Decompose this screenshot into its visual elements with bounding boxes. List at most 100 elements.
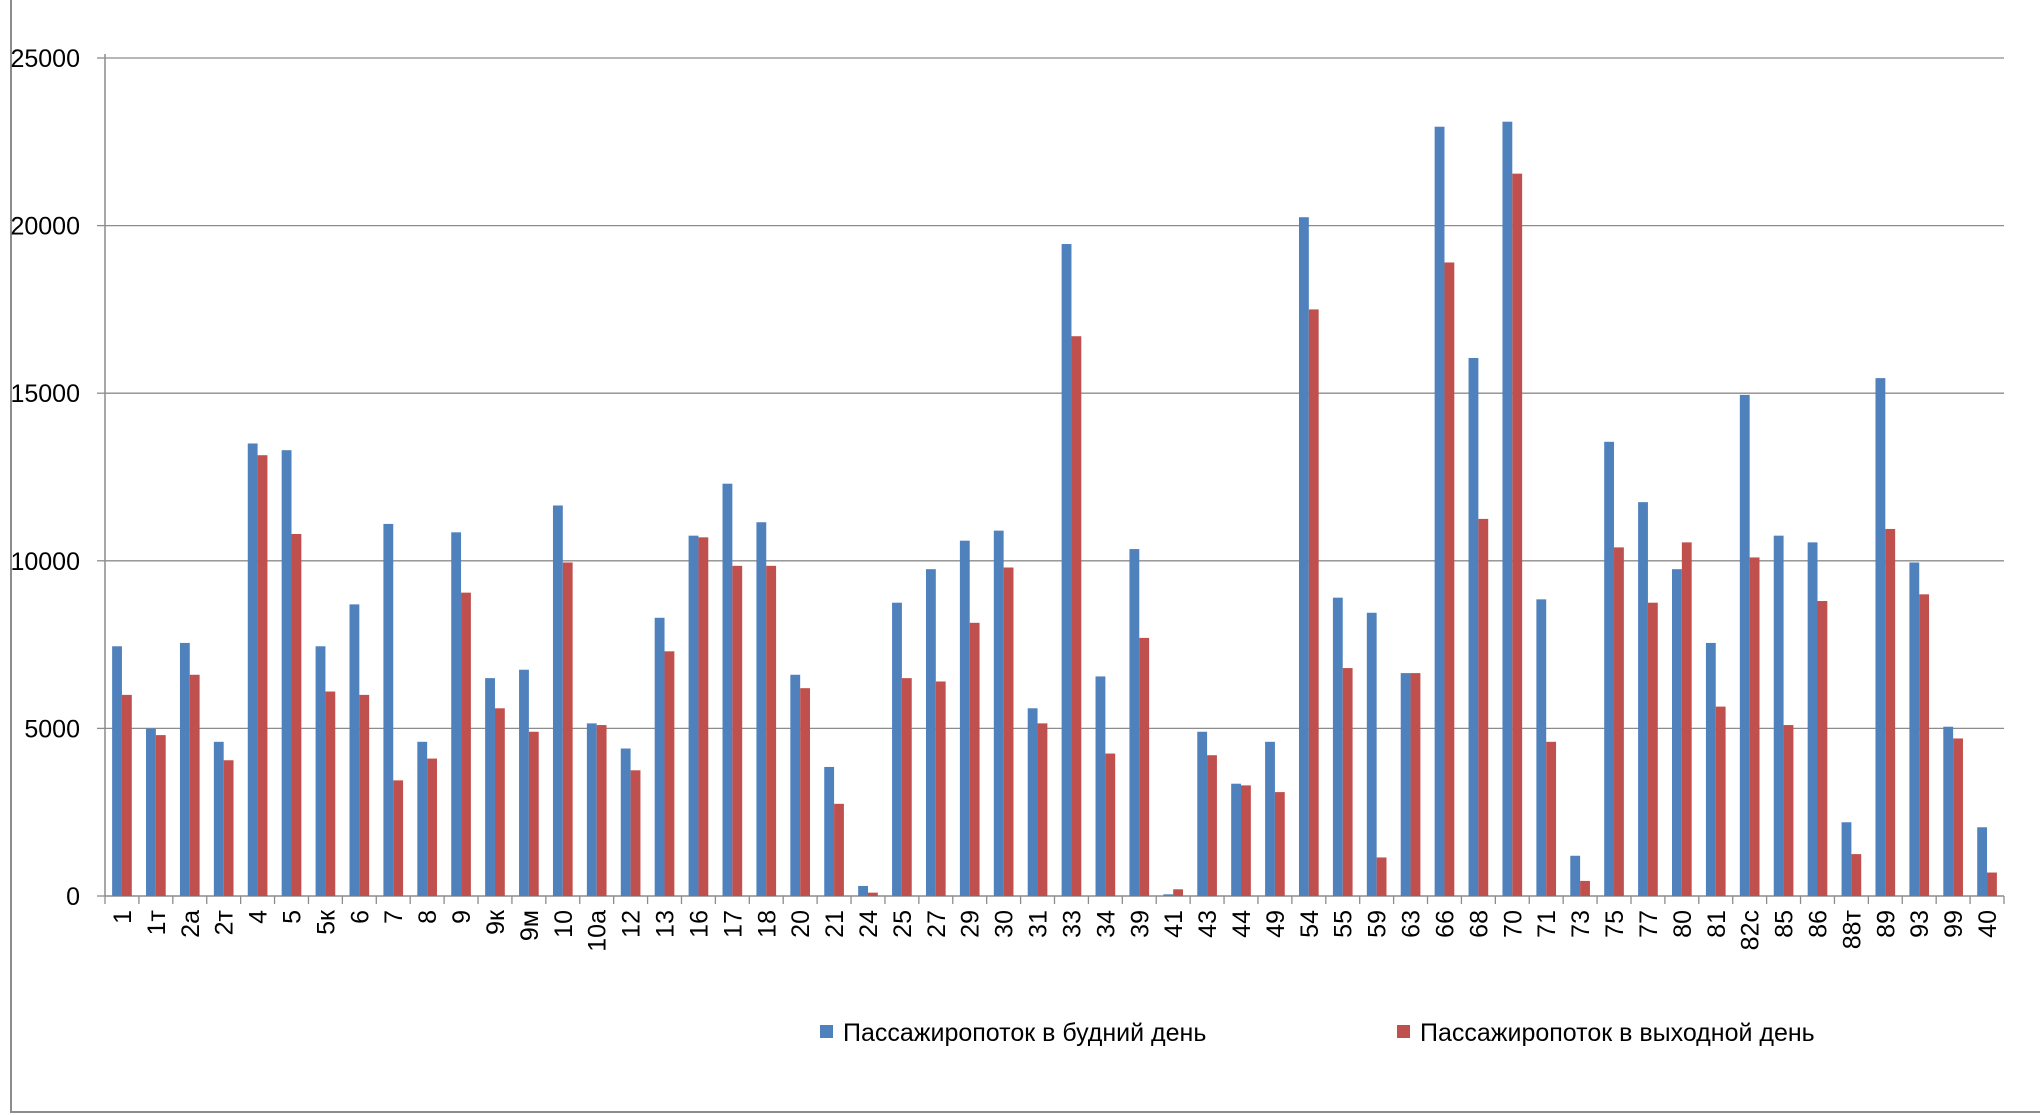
x-tick-label: 55 [1330,910,1358,938]
bar-weekend [1953,738,1963,896]
bar-weekend [1546,741,1557,896]
bar-weekend [189,674,200,896]
bar-weekend [393,780,404,896]
bar-weekday [586,723,597,896]
x-tick-label: 24 [855,910,883,938]
x-tick-label: 82с [1737,910,1765,950]
bar-weekday [1773,535,1784,896]
bar-weekend [528,731,539,896]
bar-weekday [1739,394,1750,896]
x-axis-ticks: 1 1т 2а 2т 4 5 5к 6 7 8 9 9к 9м 10 10а 12 13 16 17 18 20 21 24… [109,909,2002,952]
legend-label: Пассажиропоток в будний день [843,1019,1206,1047]
bar-weekday [1468,358,1479,896]
bar-weekday [1672,569,1682,896]
x-tick-label: 71 [1533,910,1561,938]
x-tick-label: 49 [1262,910,1290,938]
bar-weekday [1298,217,1309,897]
bar-weekday [722,483,733,896]
bar-weekday [892,602,902,896]
bar-weekend [1003,567,1014,896]
bar-weekend [1274,792,1285,896]
x-tick-label: 41 [1160,910,1188,938]
bar-weekend [121,694,132,896]
x-tick-label: 6 [346,910,374,924]
bar-weekend [664,651,675,896]
x-tick-label: 9к [482,909,510,935]
x-tick-label: 39 [1126,910,1154,938]
bar-weekend [698,537,709,896]
bar-weekday [1807,542,1818,896]
bar-weekend [223,760,234,896]
x-tick-label: 7 [380,910,408,924]
bar-weekday [1434,126,1445,896]
bar-weekday [179,642,190,896]
bar-weekend [1614,547,1624,896]
bar-weekend [935,681,946,896]
bar-weekend [1037,723,1048,896]
bar-weekday [349,604,360,896]
y-tick-label: 10000 [10,548,80,576]
bar-weekday [1197,731,1208,896]
bar-weekday [1027,708,1038,896]
x-tick-label: 99 [1940,910,1968,938]
bar-weekday [519,669,529,896]
bar-weekday [1400,673,1411,896]
bar-weekday [1909,562,1920,896]
bar-weekday [146,728,156,896]
bar-weekend [1783,725,1794,896]
x-tick-label: 80 [1669,910,1697,938]
bar-weekday [993,530,1004,896]
bar-weekday [620,748,631,896]
x-tick-label: 9м [516,910,544,941]
x-tick-label: 29 [957,910,985,938]
bar-weekend [1681,542,1692,896]
bar-weekend [1885,528,1896,896]
bar-weekday [417,741,428,896]
y-tick-label: 25000 [10,45,80,73]
x-tick-label: 93 [1906,910,1934,938]
x-tick-label: 40 [1974,910,2002,938]
x-tick-label: 8 [414,910,442,924]
bar-weekend [291,533,302,896]
bar-weekend [630,770,641,896]
bar-weekend [1919,594,1930,896]
bar-weekday [213,741,224,896]
bar-weekday [1095,676,1106,896]
bar-weekend [1478,518,1489,896]
bar-weekend [1987,872,1997,896]
x-tick-label: 68 [1465,910,1493,938]
y-tick-label: 5000 [24,715,80,743]
x-tick-label: 85 [1771,910,1799,938]
bar-weekend [1071,336,1082,896]
x-tick-label: 18 [753,910,781,938]
bar-weekend [325,691,336,896]
bar-weekday [688,535,699,896]
bar-weekend [867,892,878,896]
x-tick-label: 86 [1804,910,1832,938]
bars [112,121,1997,897]
bar-weekday [756,522,767,896]
bar-weekday [1163,894,1174,896]
x-tick-label: 1 [109,910,137,924]
bar-weekend [766,565,777,896]
x-tick-label: 2т [211,909,239,935]
bar-weekend [1207,755,1217,896]
x-tick-label: 20 [787,910,815,938]
bar-weekend [901,678,912,896]
bar-weekday [1502,121,1513,897]
bar-weekday [858,885,868,896]
bar-weekday [1875,378,1886,897]
bar-weekday [247,443,258,896]
x-tick-label: 2а [177,910,205,938]
y-tick-label: 20000 [10,213,80,241]
y-tick-label: 15000 [10,380,80,408]
x-tick-label: 21 [821,910,849,938]
bar-weekend [1308,309,1319,896]
bar-weekend [1105,753,1116,896]
x-tick-label: 63 [1398,910,1426,938]
bar-weekday [1265,741,1275,896]
bar-weekend [1173,889,1184,896]
bar-weekday [1638,502,1648,896]
bar-weekday [959,540,970,896]
